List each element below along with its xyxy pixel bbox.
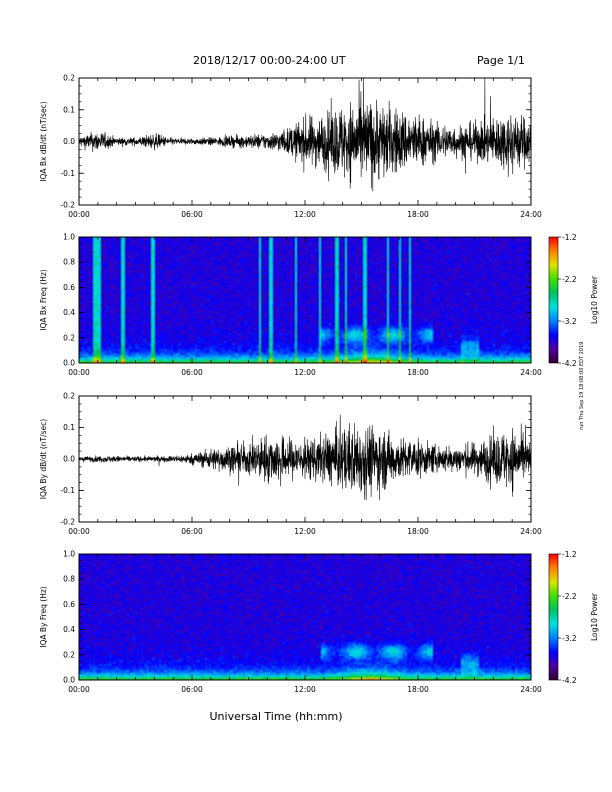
x-tick-label: 06:00 (181, 368, 203, 377)
y-tick-label: 1.0 (63, 550, 75, 559)
y-tick-label: 0.6 (63, 600, 75, 609)
colorbar-tick-label: -2.2 (562, 275, 577, 284)
y-tick-label: 0.0 (63, 359, 75, 368)
colorbar-tick-label: -1.2 (562, 233, 577, 242)
by-spectrogram-panel: 00:00 06:00 12:00 18:00 24:00 1.0 0.8 0.6 0.4 0.2… (39, 550, 542, 695)
x-tick-label: 12:00 (294, 527, 316, 536)
x-tick-label: 24:00 (520, 685, 542, 694)
x-tick-label: 00:00 (68, 210, 90, 219)
x-tick-label: 06:00 (181, 210, 203, 219)
y-axis-label: IQA Bx Freq (Hz) (39, 269, 48, 331)
x-tick-label: 12:00 (294, 685, 316, 694)
bx-spectrogram-panel: 00:00 06:00 12:00 18:00 24:00 1.0 0.8 0.6 0.4 0.2… (39, 233, 542, 378)
page-title: 2018/12/17 00:00-24:00 UT (193, 54, 346, 67)
x-tick-label: 18:00 (407, 527, 429, 536)
y-tick-label: 1.0 (63, 233, 75, 242)
x-tick-label: 18:00 (407, 210, 429, 219)
y-axis-label: IQA Bx dB/dt (nT/sec) (39, 101, 48, 182)
y-tick-label: 0.2 (63, 74, 75, 83)
x-tick-label: 24:00 (520, 368, 542, 377)
y-tick-label: 0.1 (63, 105, 75, 114)
by-dbdt-panel: 00:00 06:00 12:00 18:00 24:00 0.2 0.1 0.0 -0.1 -0… (39, 392, 542, 537)
colorbar-tick-label: -1.2 (562, 550, 577, 559)
y-tick-label: 0.8 (63, 575, 75, 584)
bx-spectrogram-raster (79, 237, 531, 363)
bx-dbdt-trace (78, 77, 532, 192)
x-tick-label: 00:00 (68, 368, 90, 377)
y-axis-label: IQA By Freq (Hz) (39, 586, 48, 648)
x-tick-label: 12:00 (294, 210, 316, 219)
page-number: Page 1/1 (477, 54, 525, 67)
y-tick-label: 0.4 (63, 308, 75, 317)
colorbar-tick-label: -4.2 (562, 676, 577, 685)
y-tick-label: -0.2 (60, 201, 75, 210)
y-tick-label: 0.2 (63, 333, 75, 342)
y-tick-label: 0.0 (63, 137, 75, 146)
y-tick-label: 0.1 (63, 423, 75, 432)
x-tick-label: 00:00 (68, 685, 90, 694)
y-tick-label: -0.1 (60, 169, 75, 178)
x-tick-label: 24:00 (520, 210, 542, 219)
y-tick-label: 0.6 (63, 283, 75, 292)
y-tick-label: 0.0 (63, 455, 75, 464)
colorbar-ramp (548, 236, 559, 364)
y-tick-label: 0.4 (63, 625, 75, 634)
x-tick-label: 18:00 (407, 685, 429, 694)
x-tick-label: 12:00 (294, 368, 316, 377)
colorbar-label: Log10 Power (590, 275, 599, 324)
y-axis-label: IQA By dB/dt (nT/sec) (39, 419, 48, 500)
colorbar-tick-label: -3.2 (562, 317, 577, 326)
y-tick-label: 0.2 (63, 650, 75, 659)
x-tick-label: 18:00 (407, 368, 429, 377)
by-spectrogram-raster (79, 554, 531, 680)
y-tick-label: -0.1 (60, 486, 75, 495)
x-tick-label: 06:00 (181, 527, 203, 536)
y-tick-label: 0.0 (63, 676, 75, 685)
colorbar-tick-label: -4.2 (562, 359, 577, 368)
colorbar-tick-label: -2.2 (562, 592, 577, 601)
x-tick-label: 06:00 (181, 685, 203, 694)
colorbar: -1.2 -2.2 -3.2 -4.2 Log10 Power (548, 550, 599, 685)
colorbar-ramp (548, 553, 559, 681)
bx-dbdt-panel: 00:00 06:00 12:00 18:00 24:00 0.2 0.1 0.0 -0.1 -0… (39, 74, 542, 220)
x-tick-label: 24:00 (520, 527, 542, 536)
colorbar-tick-label: -3.2 (562, 634, 577, 643)
x-tick-label: 00:00 (68, 527, 90, 536)
colorbar-label: Log10 Power (590, 592, 599, 641)
x-axis-label: Universal Time (hh:mm) (210, 710, 343, 723)
by-dbdt-trace (78, 414, 532, 501)
colorbar: -1.2 -2.2 -3.2 -4.2 Log10 Power (548, 233, 599, 368)
y-tick-label: -0.2 (60, 518, 75, 527)
y-tick-label: 0.2 (63, 392, 75, 401)
y-tick-label: 0.8 (63, 258, 75, 267)
